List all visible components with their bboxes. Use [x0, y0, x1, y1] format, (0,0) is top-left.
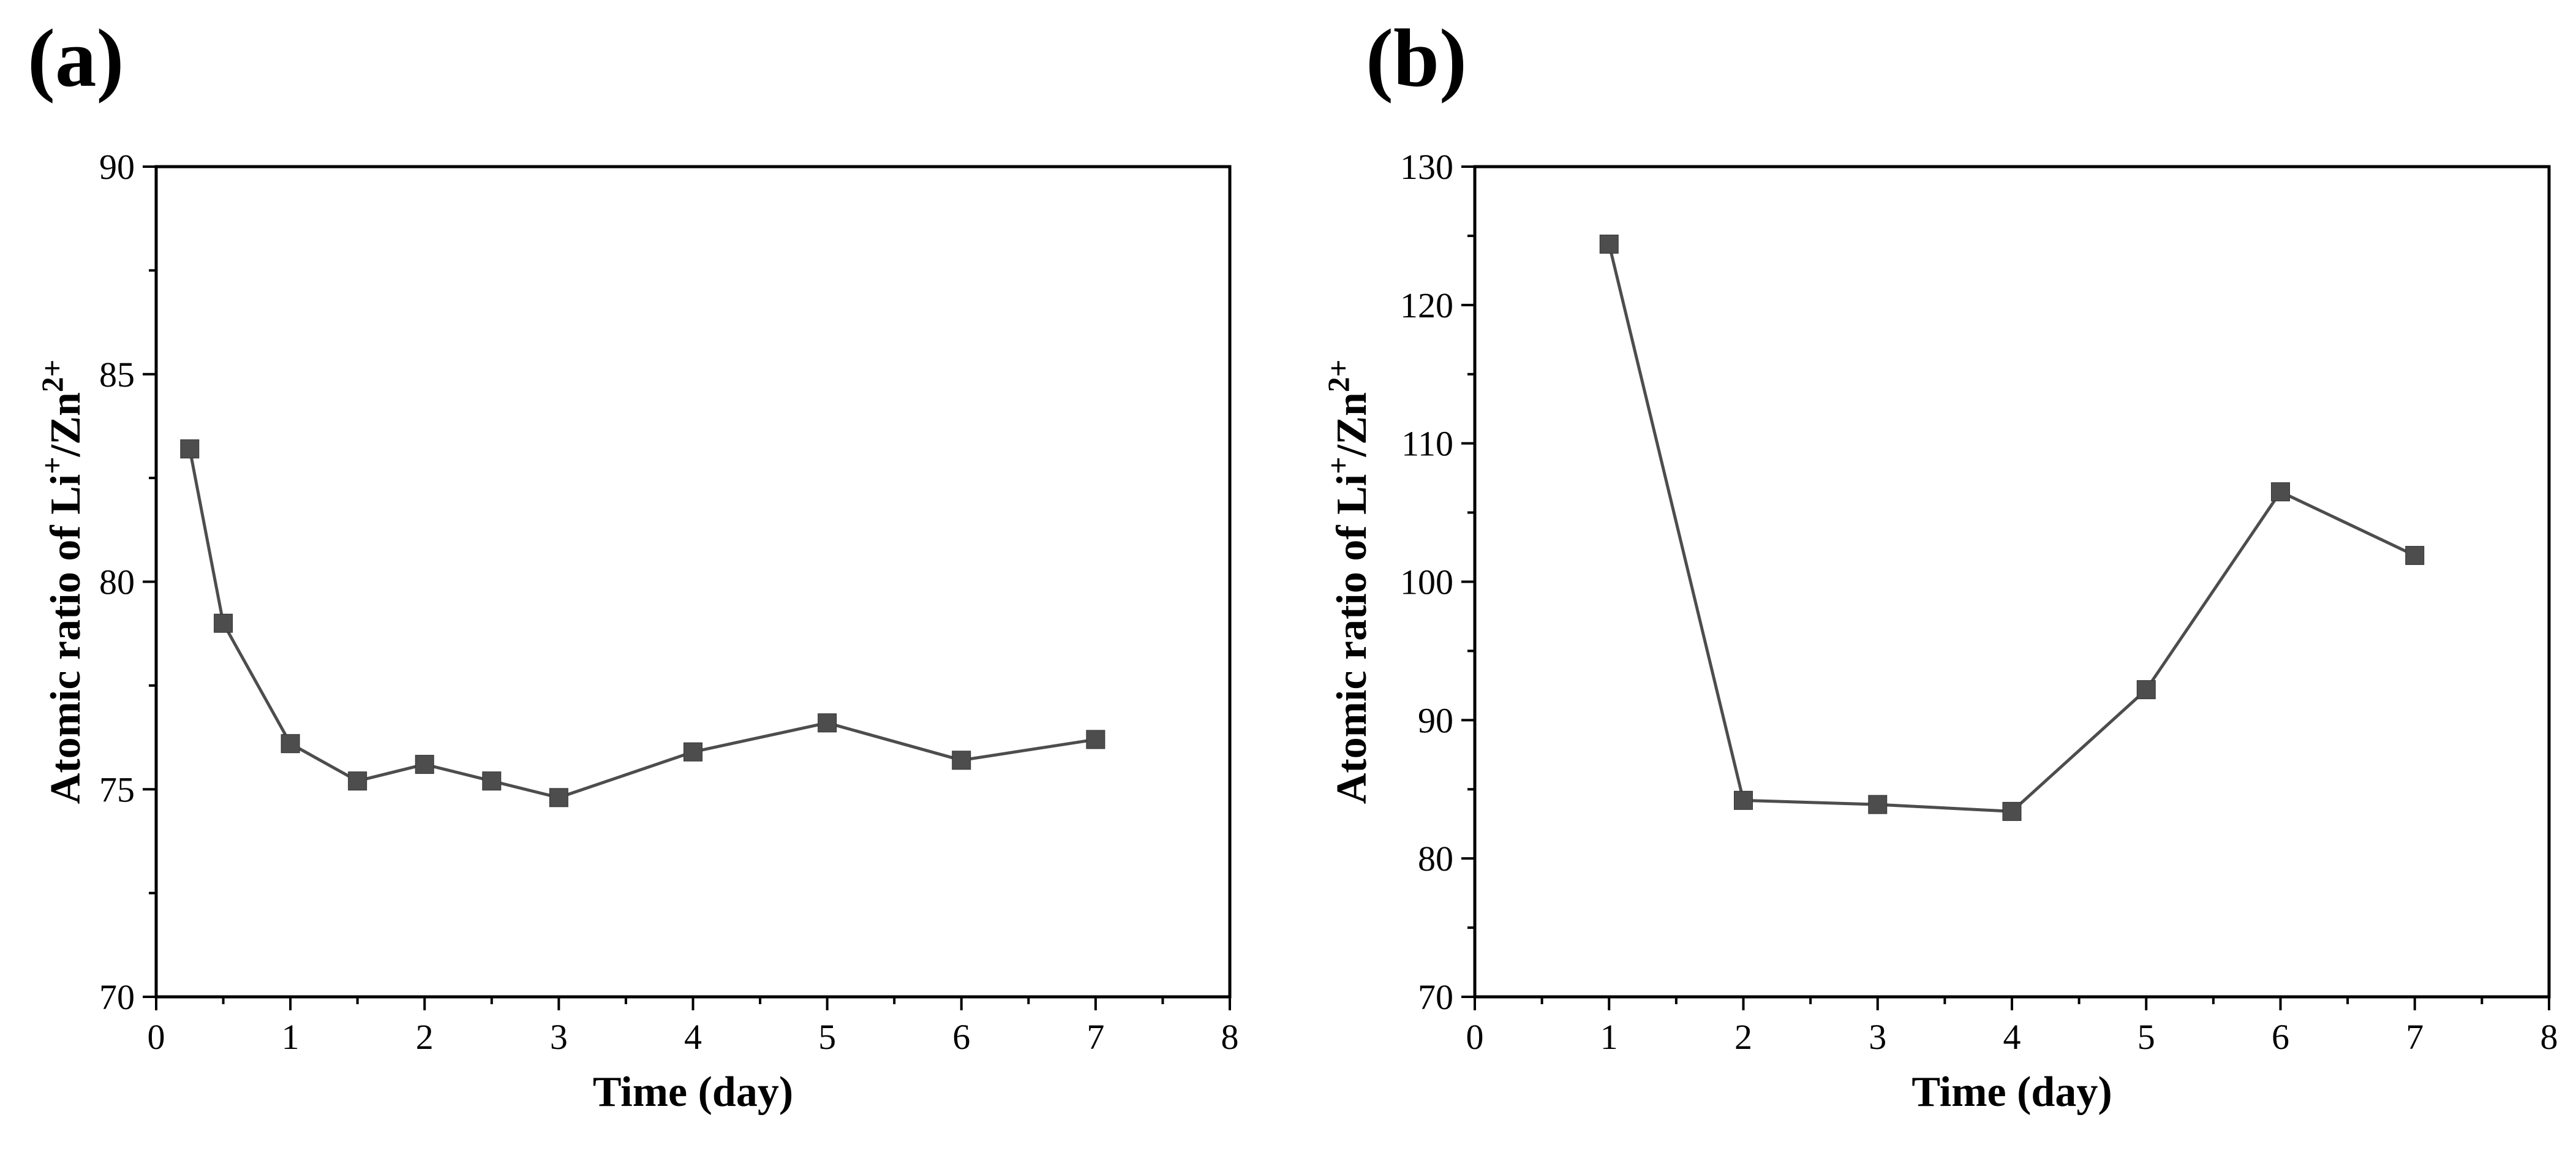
y-tick-label: 80	[1418, 839, 1453, 879]
x-tick-label: 7	[1087, 1017, 1104, 1057]
y-tick-label: 70	[99, 977, 135, 1017]
y-tick-label: 90	[1418, 700, 1453, 740]
data-point	[1734, 790, 1753, 810]
x-tick-label: 1	[282, 1017, 299, 1057]
x-tick-label: 3	[550, 1017, 568, 1057]
x-tick-label: 0	[1466, 1017, 1484, 1057]
y-axis-title: Atomic ratio of Li+/Zn2+	[1321, 360, 1376, 804]
y-tick-label: 80	[99, 562, 135, 602]
y-axis-title: Atomic ratio of Li+/Zn2+	[35, 360, 89, 804]
x-tick-label: 8	[2540, 1017, 2558, 1057]
x-tick-label: 2	[1734, 1017, 1752, 1057]
data-point	[2405, 546, 2425, 566]
data-point	[549, 788, 568, 808]
x-tick-label: 6	[952, 1017, 970, 1057]
y-tick-label: 75	[99, 770, 135, 809]
y-tick-label: 70	[1418, 977, 1453, 1017]
y-tick-label: 120	[1400, 286, 1453, 325]
x-axis-title: Time (day)	[1911, 1069, 2112, 1116]
x-tick-label: 5	[2137, 1017, 2155, 1057]
y-tick-label: 110	[1401, 424, 1453, 464]
x-tick-label: 0	[148, 1017, 165, 1057]
panel-label: (a)	[28, 13, 124, 104]
x-tick-label: 4	[684, 1017, 702, 1057]
data-point	[281, 734, 300, 754]
data-point	[1868, 795, 1888, 814]
data-point	[684, 742, 702, 762]
data-point	[952, 751, 971, 770]
x-tick-label: 4	[2003, 1017, 2021, 1057]
plot-frame	[1473, 165, 2551, 999]
data-point	[482, 771, 502, 791]
x-tick-label: 5	[818, 1017, 836, 1057]
data-point	[2136, 680, 2156, 700]
data-point	[1086, 730, 1105, 749]
x-axis-title: Time (day)	[593, 1069, 793, 1116]
y-tick-label: 90	[99, 147, 135, 187]
x-tick-label: 8	[1221, 1017, 1239, 1057]
data-point	[180, 439, 200, 459]
data-point	[214, 613, 233, 633]
panel-label: (b)	[1366, 13, 1467, 104]
y-tick-label: 100	[1400, 562, 1453, 602]
data-point	[415, 755, 434, 774]
chart-panel-a: (a) 0 1 2 3 4 5 6 7 8 70 75 80 85 90 Time (day) Atomic r…	[28, 13, 1239, 1116]
data-point	[818, 713, 837, 733]
plot-frame	[154, 165, 1232, 999]
y-tick-label: 130	[1400, 147, 1453, 187]
x-tick-label: 2	[416, 1017, 434, 1057]
x-tick-label: 1	[1600, 1017, 1618, 1057]
data-point	[1599, 234, 1619, 254]
data-point	[348, 771, 367, 791]
x-tick-label: 6	[2272, 1017, 2289, 1057]
data-point	[2002, 801, 2022, 821]
y-tick-label: 85	[99, 355, 135, 395]
data-point	[2271, 482, 2290, 502]
x-tick-label: 3	[1869, 1017, 1886, 1057]
series-line	[188, 448, 1096, 800]
chart-panel-b: (b) 0 1 2 3 4 5 6 7 8 70 80 90 100 110 120 130 Time (day)…	[1321, 13, 2558, 1116]
x-tick-label: 7	[2406, 1017, 2423, 1057]
series-line	[1607, 243, 2416, 813]
